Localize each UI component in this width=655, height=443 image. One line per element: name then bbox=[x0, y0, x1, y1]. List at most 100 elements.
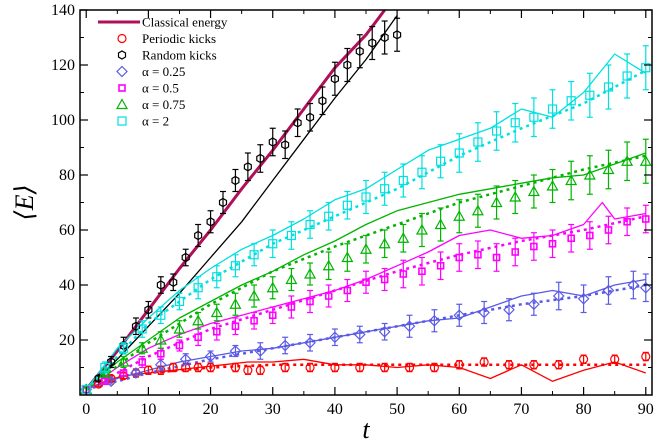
data-point bbox=[100, 362, 110, 373]
data-point bbox=[453, 210, 466, 221]
data-point bbox=[206, 217, 215, 227]
x-tick-label: 20 bbox=[203, 401, 219, 418]
data-point bbox=[492, 253, 501, 262]
data-point bbox=[504, 360, 514, 370]
data-point bbox=[243, 162, 252, 172]
data-point bbox=[436, 261, 445, 270]
data-point bbox=[355, 362, 365, 373]
data-point bbox=[478, 306, 490, 319]
data-point bbox=[565, 174, 578, 186]
data-point bbox=[403, 320, 416, 333]
data-point bbox=[329, 331, 341, 344]
data-point bbox=[256, 153, 265, 164]
data-point bbox=[119, 369, 128, 377]
data-point bbox=[511, 248, 520, 256]
data-point bbox=[454, 148, 464, 158]
data-point bbox=[627, 279, 640, 291]
data-point bbox=[137, 324, 147, 334]
data-point bbox=[229, 345, 242, 357]
data-point bbox=[204, 350, 217, 363]
data-point bbox=[567, 234, 575, 243]
data-point bbox=[641, 215, 650, 223]
data-point bbox=[205, 362, 216, 373]
data-point bbox=[156, 310, 166, 320]
x-tick-label: 80 bbox=[576, 401, 592, 418]
data-point bbox=[380, 32, 389, 43]
legend-label: α = 0.25 bbox=[142, 64, 185, 79]
data-point bbox=[490, 196, 503, 208]
y-tick-label: 60 bbox=[59, 222, 75, 239]
data-point bbox=[281, 140, 290, 150]
data-point bbox=[585, 90, 595, 100]
legend-label: α = 0.75 bbox=[142, 97, 185, 112]
data-point bbox=[362, 278, 370, 287]
data-point bbox=[368, 38, 377, 48]
data-point bbox=[268, 239, 278, 249]
data-point bbox=[157, 349, 165, 358]
axes-layer: 0 10 20 30 40 50 60 70 80 90 20 40 60 80 100 120 140 bbox=[51, 2, 654, 418]
plot-area bbox=[80, 10, 652, 395]
legend-label: Classical energy bbox=[142, 15, 228, 30]
legend-entry: α = 0.75 bbox=[115, 97, 185, 112]
data-point bbox=[434, 218, 447, 230]
data-point bbox=[491, 126, 502, 136]
data-point bbox=[417, 167, 427, 177]
y-tick-label: 140 bbox=[51, 2, 75, 19]
data-point bbox=[173, 322, 186, 334]
series-circle bbox=[81, 351, 651, 395]
data-point bbox=[131, 368, 141, 378]
data-point bbox=[353, 328, 366, 341]
data-point bbox=[602, 163, 615, 175]
data-point bbox=[604, 226, 613, 234]
data-point bbox=[528, 298, 540, 311]
data-point bbox=[254, 345, 267, 357]
data-point bbox=[529, 360, 539, 370]
data-point bbox=[579, 354, 589, 364]
data-point bbox=[286, 230, 296, 241]
data-point bbox=[454, 360, 464, 370]
data-point bbox=[530, 242, 538, 251]
data-point bbox=[212, 272, 222, 282]
data-point bbox=[248, 289, 261, 301]
data-point bbox=[583, 168, 596, 180]
data-point bbox=[136, 342, 149, 353]
data-point bbox=[304, 336, 316, 349]
data-point bbox=[194, 333, 202, 342]
data-point bbox=[623, 217, 631, 226]
series-triangle bbox=[80, 138, 652, 395]
series-line-1 bbox=[85, 15, 398, 390]
legend-entry: α = 2 bbox=[117, 114, 169, 129]
y-tick-label: 120 bbox=[51, 57, 75, 74]
data-point bbox=[378, 325, 391, 338]
y-tick-label: 100 bbox=[51, 112, 75, 129]
data-point bbox=[168, 362, 178, 373]
data-point bbox=[193, 362, 203, 373]
data-point bbox=[101, 377, 109, 386]
data-point bbox=[193, 283, 203, 293]
data-point bbox=[304, 267, 317, 279]
x-tick-label: 50 bbox=[389, 401, 405, 418]
y-tick-label: 20 bbox=[59, 332, 75, 349]
data-point bbox=[479, 357, 489, 367]
legend-marker bbox=[117, 116, 127, 126]
data-point bbox=[641, 351, 651, 362]
x-tick-label: 90 bbox=[638, 401, 654, 418]
data-point bbox=[280, 362, 290, 373]
legend-entry: Periodic kicks bbox=[117, 31, 216, 46]
data-point bbox=[118, 343, 129, 353]
data-point bbox=[577, 292, 590, 305]
data-point bbox=[355, 46, 364, 56]
data-point bbox=[378, 237, 391, 249]
x-tick-label: 10 bbox=[140, 401, 156, 418]
data-point bbox=[322, 259, 335, 271]
legend-label: Random kicks bbox=[142, 48, 217, 63]
data-point bbox=[174, 296, 185, 307]
data-point bbox=[610, 354, 620, 364]
legend-marker bbox=[115, 98, 129, 110]
data-point bbox=[621, 155, 634, 166]
data-point bbox=[285, 273, 298, 285]
data-point bbox=[324, 292, 333, 300]
data-point bbox=[229, 298, 242, 309]
